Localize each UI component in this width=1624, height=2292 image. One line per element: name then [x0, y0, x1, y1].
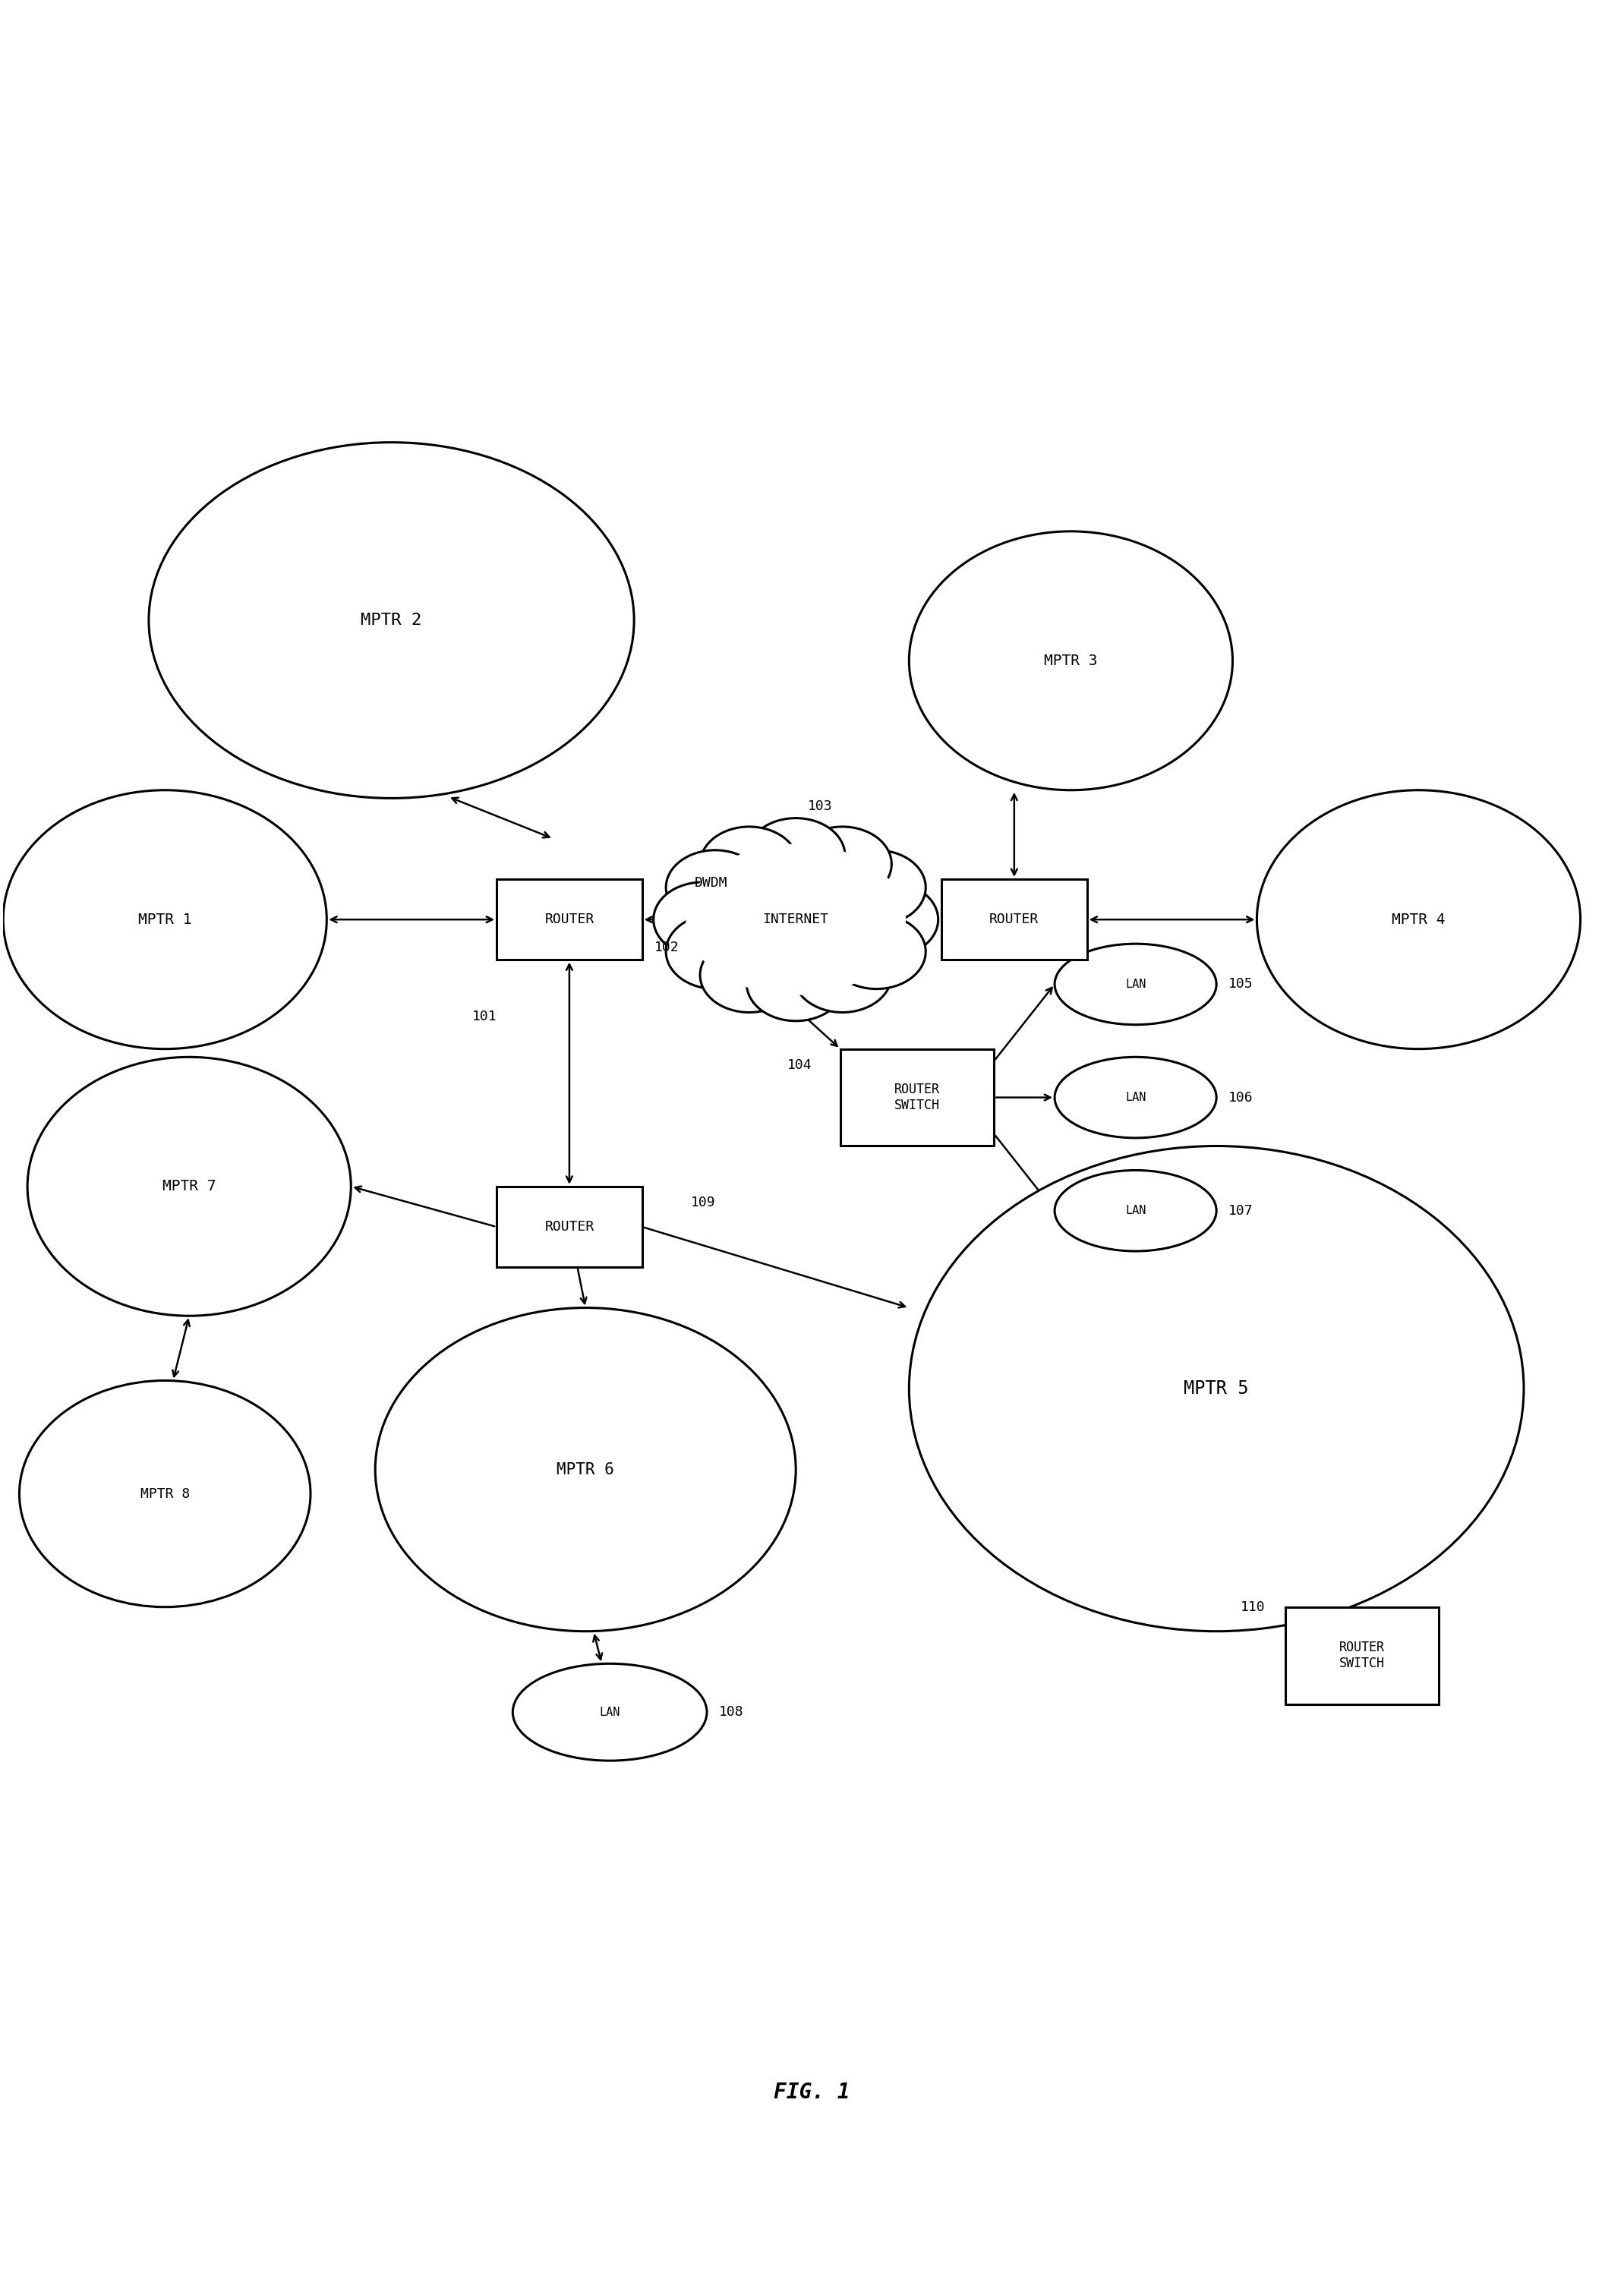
Text: MPTR 6: MPTR 6	[557, 1462, 614, 1476]
Text: ROUTER: ROUTER	[544, 912, 594, 926]
Ellipse shape	[700, 827, 799, 901]
Text: 110: 110	[1241, 1600, 1265, 1614]
Text: 108: 108	[719, 1705, 744, 1719]
Text: MPTR 8: MPTR 8	[140, 1488, 190, 1501]
Bar	[497, 880, 641, 960]
Text: 105: 105	[1228, 976, 1254, 990]
Text: FIG. 1: FIG. 1	[775, 2081, 849, 2104]
Ellipse shape	[375, 1309, 796, 1632]
Text: ROUTER: ROUTER	[544, 1219, 594, 1233]
Text: LAN: LAN	[1125, 979, 1147, 990]
Bar	[497, 1187, 641, 1267]
Ellipse shape	[827, 850, 926, 926]
Ellipse shape	[666, 850, 765, 926]
Text: 101: 101	[473, 1011, 497, 1025]
Text: 109: 109	[690, 1196, 716, 1210]
Bar	[1285, 1607, 1439, 1703]
Text: MPTR 1: MPTR 1	[138, 912, 192, 926]
Text: 104: 104	[788, 1059, 812, 1073]
Text: 107: 107	[1228, 1203, 1254, 1217]
Ellipse shape	[3, 791, 326, 1050]
Text: MPTR 4: MPTR 4	[1392, 912, 1445, 926]
Ellipse shape	[28, 1057, 351, 1316]
Ellipse shape	[700, 937, 799, 1013]
Ellipse shape	[685, 843, 906, 995]
Bar	[942, 880, 1086, 960]
Ellipse shape	[1257, 791, 1580, 1050]
Text: INTERNET: INTERNET	[763, 912, 828, 926]
Text: MPTR 7: MPTR 7	[162, 1178, 216, 1194]
Ellipse shape	[827, 915, 926, 988]
Ellipse shape	[19, 1380, 310, 1607]
Text: ROUTER
SWITCH: ROUTER SWITCH	[1340, 1641, 1385, 1671]
Ellipse shape	[840, 882, 939, 956]
Text: 102: 102	[654, 942, 679, 956]
Ellipse shape	[1054, 1057, 1216, 1137]
Text: LAN: LAN	[1125, 1091, 1147, 1102]
Text: ROUTER: ROUTER	[989, 912, 1039, 926]
Text: LAN: LAN	[1125, 1206, 1147, 1217]
Text: MPTR 5: MPTR 5	[1184, 1380, 1249, 1398]
Ellipse shape	[513, 1664, 706, 1760]
Ellipse shape	[653, 882, 752, 956]
Ellipse shape	[909, 532, 1233, 791]
Ellipse shape	[793, 827, 892, 901]
Text: 103: 103	[807, 800, 833, 814]
Ellipse shape	[793, 937, 892, 1013]
Ellipse shape	[747, 947, 844, 1020]
Ellipse shape	[909, 1146, 1523, 1632]
Text: 106: 106	[1228, 1091, 1254, 1105]
Text: MPTR 2: MPTR 2	[361, 612, 422, 628]
Text: ROUTER
SWITCH: ROUTER SWITCH	[895, 1082, 940, 1112]
Ellipse shape	[1054, 944, 1216, 1025]
Ellipse shape	[1054, 1171, 1216, 1251]
Ellipse shape	[666, 915, 765, 988]
Ellipse shape	[149, 442, 633, 798]
Bar	[840, 1050, 994, 1146]
Text: DWDM: DWDM	[695, 876, 728, 889]
Ellipse shape	[747, 818, 844, 894]
Text: LAN: LAN	[599, 1708, 620, 1717]
Text: MPTR 3: MPTR 3	[1044, 653, 1098, 667]
